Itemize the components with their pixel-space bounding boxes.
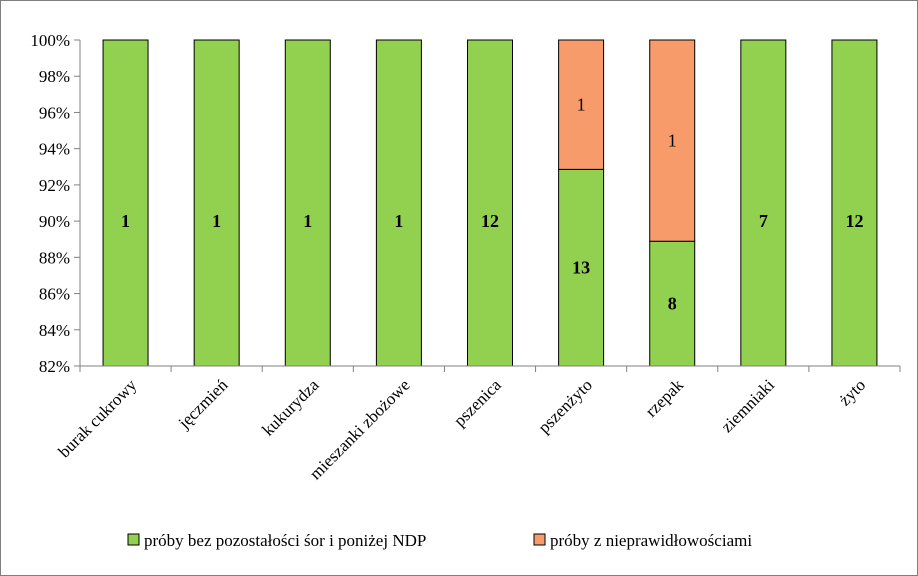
bar-segment-no-residue — [740, 39, 787, 367]
data-label-no-residue: 1 — [303, 211, 312, 231]
data-label-no-residue: 1 — [121, 211, 130, 231]
y-tick-label: 86% — [39, 285, 70, 304]
category-label: rzepak — [642, 375, 688, 421]
bar-segment-no-residue — [102, 39, 149, 367]
category-label: pszenica — [450, 375, 505, 430]
category-label: burak cukrowy — [55, 375, 141, 461]
legend-label-irregularities: próby z nieprawidłowościami — [550, 531, 752, 550]
data-label-no-residue: 13 — [572, 258, 590, 278]
bar-segment-no-residue — [467, 39, 513, 367]
data-label-no-residue: 8 — [668, 294, 677, 314]
legend-label-no-residue: próby bez pozostałości śor i poniżej NDP — [144, 531, 426, 550]
data-label-no-residue: 12 — [481, 211, 499, 231]
category-label: żyto — [835, 375, 869, 409]
category-label: mieszanki zbożowe — [306, 375, 414, 483]
y-tick-label: 90% — [39, 212, 70, 231]
y-tick-label: 98% — [39, 67, 70, 86]
bar-segment-irregularities — [649, 39, 696, 242]
y-tick-label: 94% — [39, 140, 70, 159]
category-label: kukurydza — [258, 375, 322, 439]
bar-segment-irregularities — [558, 39, 605, 170]
data-label-no-residue: 1 — [394, 211, 403, 231]
legend-swatch-no-residue — [127, 533, 140, 546]
data-label-no-residue: 1 — [212, 211, 221, 231]
data-label-irregularities: 1 — [668, 131, 677, 151]
category-label: pszenżyto — [534, 375, 596, 437]
y-tick-label: 84% — [39, 321, 70, 340]
y-tick-label: 88% — [39, 248, 70, 267]
category-label: ziemniaki — [717, 375, 778, 436]
bar-segment-no-residue — [193, 39, 240, 367]
data-label-irregularities: 1 — [577, 95, 586, 115]
bar-segment-no-residue — [375, 39, 422, 367]
y-tick-label: 92% — [39, 176, 70, 195]
bar-segment-no-residue — [649, 240, 696, 367]
category-label: jęczmień — [174, 375, 232, 433]
legend-swatch-irregularities — [533, 533, 546, 546]
bar-segment-no-residue — [831, 39, 878, 367]
y-tick-label: 100% — [30, 31, 70, 50]
data-label-no-residue: 12 — [845, 211, 863, 231]
data-label-no-residue: 7 — [759, 211, 768, 231]
y-tick-label: 96% — [39, 103, 70, 122]
y-tick-label: 82% — [39, 357, 70, 376]
bar-segment-no-residue — [558, 168, 605, 367]
bar-segment-no-residue — [284, 39, 331, 367]
